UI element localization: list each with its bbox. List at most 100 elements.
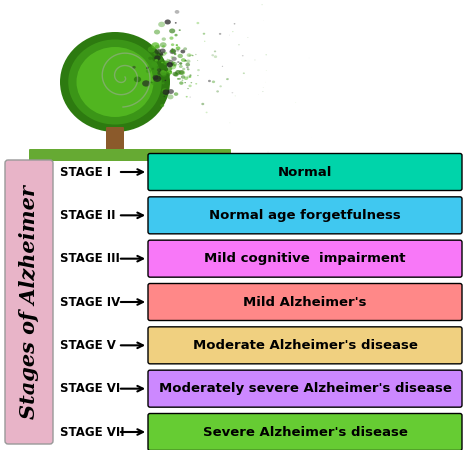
Ellipse shape: [157, 71, 163, 75]
Ellipse shape: [164, 96, 165, 97]
Ellipse shape: [177, 61, 180, 63]
Ellipse shape: [163, 90, 170, 95]
Ellipse shape: [182, 80, 183, 81]
Ellipse shape: [177, 78, 179, 80]
Ellipse shape: [295, 102, 296, 103]
Ellipse shape: [181, 75, 185, 79]
Ellipse shape: [176, 46, 181, 50]
Ellipse shape: [186, 67, 189, 68]
Ellipse shape: [181, 50, 185, 54]
Ellipse shape: [171, 56, 173, 58]
Ellipse shape: [164, 19, 171, 24]
Ellipse shape: [159, 54, 164, 57]
Ellipse shape: [263, 87, 264, 88]
Ellipse shape: [175, 73, 179, 76]
Ellipse shape: [204, 41, 205, 42]
Ellipse shape: [155, 49, 161, 54]
Ellipse shape: [172, 48, 173, 50]
Ellipse shape: [183, 47, 187, 50]
Text: STAGE IV: STAGE IV: [60, 296, 120, 309]
Ellipse shape: [169, 28, 175, 33]
Ellipse shape: [155, 50, 161, 55]
Ellipse shape: [171, 50, 173, 52]
Ellipse shape: [159, 53, 163, 56]
Ellipse shape: [174, 53, 176, 55]
Ellipse shape: [164, 72, 170, 77]
Ellipse shape: [157, 66, 159, 68]
Text: Normal age forgetfulness: Normal age forgetfulness: [209, 209, 401, 222]
Ellipse shape: [171, 63, 174, 65]
Ellipse shape: [185, 63, 190, 67]
Ellipse shape: [169, 36, 173, 40]
Ellipse shape: [142, 80, 150, 86]
Text: Mild cognitive  impairment: Mild cognitive impairment: [204, 252, 406, 265]
Ellipse shape: [152, 81, 156, 86]
Ellipse shape: [178, 64, 179, 65]
Ellipse shape: [160, 42, 166, 48]
Ellipse shape: [166, 59, 168, 60]
Ellipse shape: [190, 97, 191, 98]
Ellipse shape: [154, 76, 157, 78]
Text: Mild Alzheimer's: Mild Alzheimer's: [243, 296, 367, 309]
Ellipse shape: [160, 104, 164, 107]
Ellipse shape: [265, 54, 267, 55]
Ellipse shape: [165, 63, 170, 67]
Ellipse shape: [181, 58, 186, 62]
Ellipse shape: [76, 47, 154, 117]
Ellipse shape: [159, 74, 165, 80]
Ellipse shape: [235, 95, 236, 96]
Ellipse shape: [161, 75, 165, 78]
Ellipse shape: [195, 83, 197, 85]
Ellipse shape: [174, 92, 178, 96]
Ellipse shape: [191, 54, 193, 56]
Ellipse shape: [162, 82, 164, 84]
Ellipse shape: [160, 51, 166, 56]
Ellipse shape: [182, 68, 185, 70]
Ellipse shape: [212, 81, 215, 83]
Ellipse shape: [167, 59, 171, 62]
FancyBboxPatch shape: [148, 153, 462, 190]
Ellipse shape: [234, 23, 236, 24]
Ellipse shape: [174, 34, 178, 36]
Ellipse shape: [175, 10, 179, 14]
Text: STAGE II: STAGE II: [60, 209, 116, 222]
Ellipse shape: [173, 73, 178, 77]
Ellipse shape: [186, 59, 191, 63]
Ellipse shape: [152, 68, 154, 70]
Ellipse shape: [179, 70, 184, 75]
Ellipse shape: [178, 54, 183, 58]
Ellipse shape: [154, 52, 157, 55]
Ellipse shape: [195, 54, 197, 55]
Ellipse shape: [179, 81, 183, 85]
FancyBboxPatch shape: [29, 149, 231, 161]
Ellipse shape: [187, 75, 190, 78]
Ellipse shape: [231, 92, 233, 93]
Ellipse shape: [189, 54, 191, 57]
Ellipse shape: [189, 85, 191, 87]
Ellipse shape: [214, 50, 216, 52]
Ellipse shape: [171, 61, 175, 64]
FancyBboxPatch shape: [148, 414, 462, 450]
Ellipse shape: [167, 94, 173, 99]
Text: STAGE V: STAGE V: [60, 339, 116, 352]
Text: STAGE VI: STAGE VI: [60, 382, 120, 395]
Ellipse shape: [261, 4, 263, 5]
FancyBboxPatch shape: [5, 160, 53, 444]
Ellipse shape: [150, 81, 153, 83]
Ellipse shape: [162, 45, 165, 48]
Ellipse shape: [154, 30, 160, 35]
Ellipse shape: [134, 76, 141, 82]
Ellipse shape: [165, 63, 168, 65]
Ellipse shape: [170, 49, 176, 54]
Ellipse shape: [160, 49, 166, 53]
Ellipse shape: [148, 57, 152, 60]
Ellipse shape: [172, 64, 175, 67]
Ellipse shape: [148, 46, 155, 53]
Ellipse shape: [146, 67, 149, 69]
Ellipse shape: [167, 72, 170, 74]
Ellipse shape: [161, 72, 167, 76]
Ellipse shape: [258, 94, 259, 95]
Text: Severe Alzheimer's disease: Severe Alzheimer's disease: [202, 426, 408, 438]
Ellipse shape: [151, 42, 159, 49]
Ellipse shape: [214, 55, 217, 58]
